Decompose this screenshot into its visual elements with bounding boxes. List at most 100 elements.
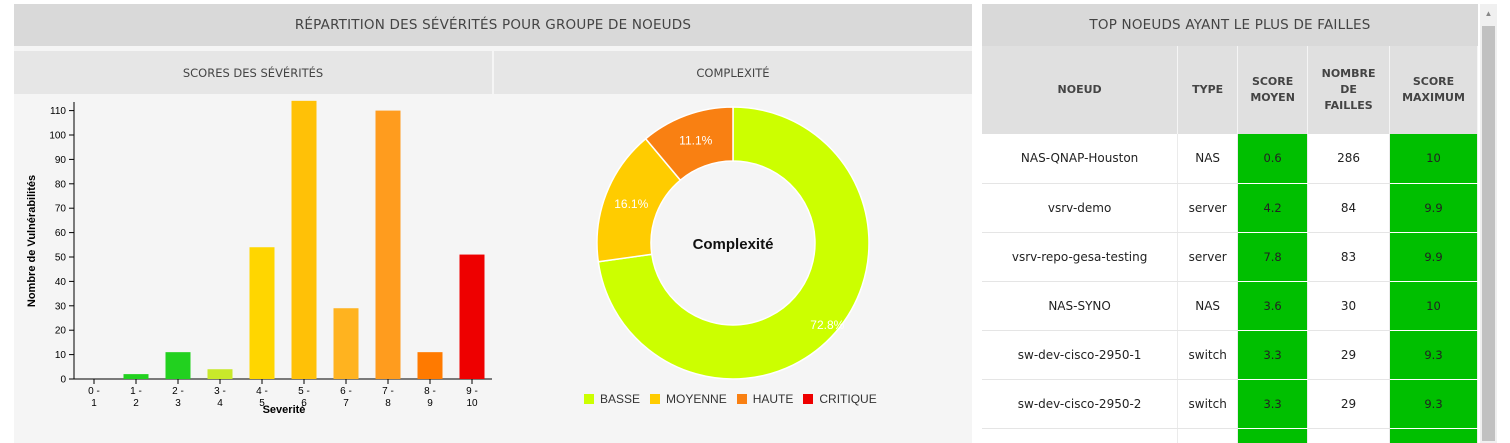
table-cell: 29 <box>1307 330 1391 380</box>
y-tick-label: 20 <box>55 326 67 337</box>
legend-swatch <box>736 394 747 404</box>
legend-item[interactable]: MOYENNE <box>650 392 727 406</box>
complexity-subheader: COMPLEXITÉ <box>494 51 972 94</box>
table-cell: server <box>1177 183 1239 233</box>
table-cell: switch <box>1177 379 1239 429</box>
y-tick-label: 60 <box>55 228 67 239</box>
bar[interactable] <box>333 308 359 379</box>
x-tick-label: 2 <box>133 398 139 409</box>
donut-slice[interactable] <box>597 106 870 380</box>
x-tick-label: 9 - <box>466 386 478 397</box>
legend-label: CRITIQUE <box>819 392 877 406</box>
x-tick-label: 0 - <box>88 386 100 397</box>
y-tick-label: 80 <box>55 179 67 190</box>
table-cell: NAS-SYNO <box>982 281 1179 331</box>
y-tick-label: 100 <box>49 131 66 142</box>
donut-slice[interactable] <box>644 106 734 182</box>
table-cell: NAS <box>1177 281 1239 331</box>
complexity-legend: BASSE MOYENNE HAUTE CRITIQUE <box>584 392 887 406</box>
table-cell: 3.3 <box>1237 379 1309 429</box>
table-cell: 286 <box>1307 134 1391 184</box>
column-header[interactable]: NOEUD <box>982 46 1179 134</box>
y-tick-label: 50 <box>55 253 67 264</box>
legend-swatch <box>650 394 661 404</box>
severity-scores-subheader: SCORES DES SÉVÉRITÉS <box>14 51 492 94</box>
y-tick-label: 40 <box>55 277 67 288</box>
y-tick-label: 0 <box>60 375 66 386</box>
bar[interactable] <box>249 247 275 379</box>
table-cell: 83 <box>1307 232 1391 282</box>
table-cell: NAS <box>1177 134 1239 184</box>
table-cell: switch <box>1177 330 1239 380</box>
x-tick-label: 9 <box>427 398 433 409</box>
panel-title: RÉPARTITION DES SÉVÉRITÉS POUR GROUPE DE… <box>14 4 972 46</box>
x-tick-label: 8 - <box>424 386 436 397</box>
legend-label: BASSE <box>600 392 641 406</box>
triangle-up-icon[interactable]: ▲ <box>1484 8 1493 18</box>
table-cell <box>1237 428 1309 443</box>
table-cell: vsrv-demo <box>982 183 1179 233</box>
severity-distribution-panel: RÉPARTITION DES SÉVÉRITÉS POUR GROUPE DE… <box>14 4 972 443</box>
x-tick-label: 2 - <box>172 386 184 397</box>
table-header-row: NOEUD TYPE SCORE MOYEN NOMBRE DE FAILLES SCORE M… <box>982 46 1478 134</box>
table-cell: 84 <box>1307 183 1391 233</box>
complexity-donut-chart: 72.8% 16.1% 11.1% Complexité <box>596 106 870 380</box>
table-cell: 0.6 <box>1237 134 1309 184</box>
legend-swatch <box>584 394 594 404</box>
legend-item[interactable]: CRITIQUE <box>803 392 877 406</box>
top-nodes-table: NOEUD TYPE SCORE MOYEN NOMBRE DE FAILLES SCORE M… <box>982 46 1478 443</box>
top-nodes-panel: TOP NOEUDS AYANT LE PLUS DE FAILLES NOEU… <box>982 4 1478 443</box>
table-row[interactable]: NAS-QNAP-Houston NAS 0.6 286 10 <box>982 134 1478 184</box>
table-cell: 9.3 <box>1389 330 1478 380</box>
scrollbar-thumb[interactable] <box>1482 26 1495 441</box>
bar[interactable] <box>417 352 443 379</box>
severity-bar-chart: 0 10 20 30 40 50 60 70 80 90 100 110 0 -1 1 -2 2 -3 3 -… <box>26 100 492 416</box>
y-tick-label: 70 <box>55 204 67 215</box>
x-tick-label: 3 - <box>214 386 226 397</box>
bar[interactable] <box>165 352 191 379</box>
legend-label: MOYENNE <box>666 392 727 406</box>
table-row[interactable]: vsrv-repo-gesa-testing server 7.8 83 9.9 <box>982 232 1478 282</box>
x-tick-label: 5 - <box>298 386 310 397</box>
slice-value-label: 72.8% <box>810 318 844 332</box>
x-tick-label: 3 <box>175 398 181 409</box>
bar[interactable] <box>291 100 317 379</box>
subheaders: SCORES DES SÉVÉRITÉS COMPLEXITÉ <box>14 51 972 94</box>
x-tick-label: 7 - <box>382 386 394 397</box>
table-cell: 9.9 <box>1389 183 1478 233</box>
table-cell: sw-dev-cisco-2950-1 <box>982 330 1179 380</box>
x-tick-label: 4 <box>217 398 223 409</box>
x-tick-label: 6 - <box>340 386 352 397</box>
table-cell: 29 <box>1307 379 1391 429</box>
vertical-scrollbar[interactable]: ▲ <box>1480 4 1497 443</box>
table-row[interactable]: sw-dev-cisco-2950-2 switch 3.3 29 9.3 <box>982 379 1478 429</box>
table-cell: 30 <box>1307 281 1391 331</box>
bar[interactable] <box>207 369 233 379</box>
slice-value-label: 11.1% <box>679 134 712 148</box>
x-tick-label: 6 <box>301 398 307 409</box>
x-tick-label: 1 - <box>130 386 142 397</box>
bar[interactable] <box>375 110 401 379</box>
table-cell: 10 <box>1389 281 1478 331</box>
table-row[interactable]: sw-dev-cisco-2950-1 switch 3.3 29 9.3 <box>982 330 1478 380</box>
bar[interactable] <box>459 254 485 379</box>
table-cell: 9.3 <box>1389 379 1478 429</box>
column-header[interactable]: SCORE MOYEN <box>1237 46 1309 134</box>
legend-swatch <box>803 394 814 404</box>
table-row[interactable]: NAS-SYNO NAS 3.6 30 10 <box>982 281 1478 331</box>
legend-item[interactable]: BASSE <box>584 392 640 406</box>
table-cell: sw-dev-cisco-2950-2 <box>982 379 1179 429</box>
column-header[interactable]: SCORE MAXIMUM <box>1389 46 1478 134</box>
column-header[interactable]: TYPE <box>1177 46 1239 134</box>
x-tick-label: 10 <box>466 398 478 409</box>
legend-item[interactable]: HAUTE <box>736 392 794 406</box>
x-tick-label: 7 <box>343 398 349 409</box>
table-row[interactable]: vsrv-demo server 4.2 84 9.9 <box>982 183 1478 233</box>
table-cell: 4.2 <box>1237 183 1309 233</box>
y-tick-label: 30 <box>55 301 67 312</box>
bar[interactable] <box>123 374 149 379</box>
table-cell: 9.9 <box>1389 232 1478 282</box>
column-header[interactable]: NOMBRE DE FAILLES <box>1307 46 1391 134</box>
x-tick-label: 8 <box>385 398 391 409</box>
legend-label: HAUTE <box>752 392 794 406</box>
